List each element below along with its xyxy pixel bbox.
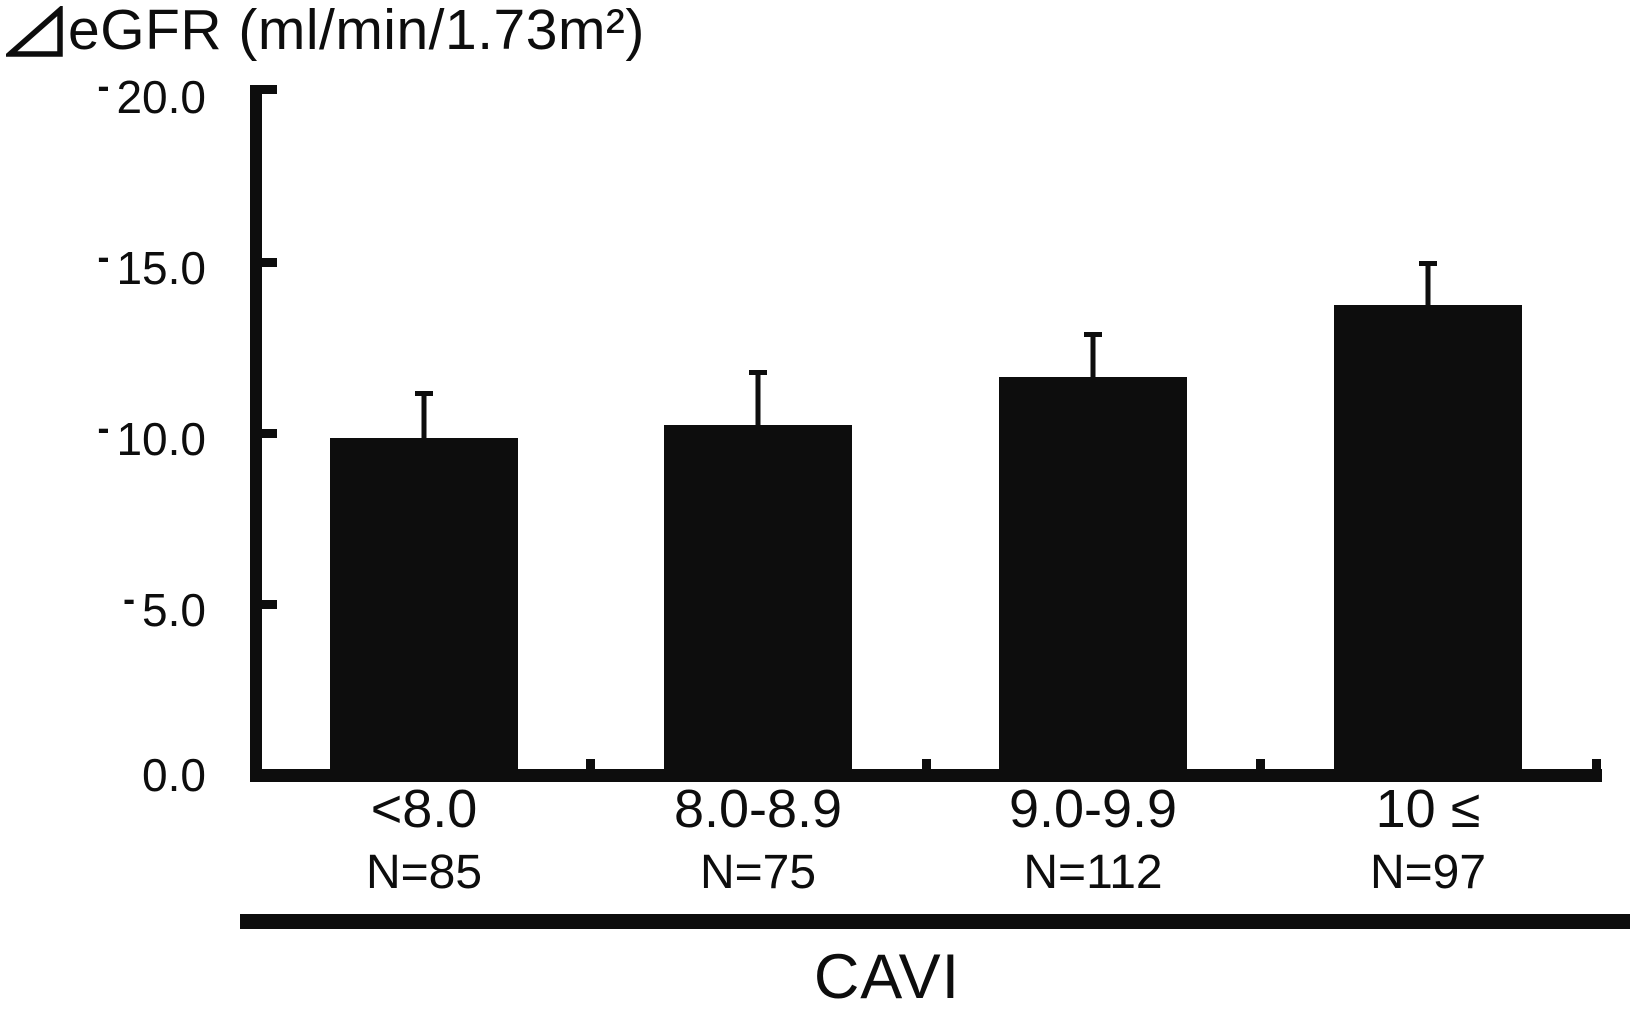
y-axis-tick — [261, 429, 277, 438]
chart-title: eGFR (ml/min/1.73m²) — [6, 2, 645, 59]
x-axis-tick — [1592, 759, 1601, 770]
bar — [1334, 305, 1522, 777]
y-axis-tick — [261, 600, 277, 609]
y-tick-value: 15.0 — [116, 242, 206, 295]
y-tick-label: -5.0 — [0, 579, 206, 637]
category-label: 10 ≤ — [1375, 779, 1481, 839]
bar-group: 10 ≤ N=97 — [1334, 0, 1522, 1024]
category-label: 9.0-9.9 — [1008, 779, 1178, 839]
y-tick-label: -15.0 — [0, 237, 206, 295]
bar — [664, 424, 852, 777]
error-bar — [1084, 332, 1102, 377]
y-tick-value: 5.0 — [142, 584, 206, 637]
y-axis-line — [250, 85, 262, 782]
y-axis-tick — [261, 85, 277, 94]
bar-group: <8.0 N=85 — [330, 0, 518, 1024]
error-bar-stem — [421, 390, 427, 439]
error-bar-stem — [755, 370, 761, 425]
x-axis-tick — [586, 759, 595, 770]
y-tick-value: 10.0 — [116, 413, 206, 466]
x-axis-tick — [922, 759, 931, 770]
y-axis-tick — [261, 258, 277, 267]
sample-size-label: N=112 — [1023, 846, 1163, 899]
error-bar-stem — [1090, 332, 1096, 377]
x-axis-group-rule — [240, 914, 1630, 929]
y-tick-label: 0.0 — [0, 752, 206, 798]
sample-size-label: N=97 — [1369, 846, 1487, 899]
y-tick-label: -20.0 — [0, 66, 206, 124]
sample-size-label: N=75 — [699, 846, 817, 899]
x-axis-title: CAVI — [813, 942, 961, 1012]
minus-sign: - — [123, 579, 136, 619]
category-label: <8.0 — [370, 779, 478, 839]
minus-sign: - — [97, 237, 110, 277]
x-axis-tick — [1256, 759, 1265, 770]
minus-sign: - — [97, 408, 110, 448]
minus-sign: - — [97, 66, 110, 106]
error-bar — [415, 390, 433, 439]
sample-size-label: N=85 — [365, 846, 483, 899]
bar-group: 9.0-9.9 N=112 — [999, 0, 1187, 1024]
bar — [330, 438, 518, 777]
category-label: 8.0-8.9 — [673, 779, 843, 839]
error-bar-stem — [1425, 260, 1431, 306]
x-axis-line — [250, 769, 1602, 782]
error-bar — [1419, 260, 1437, 306]
chart-title-text: eGFR (ml/min/1.73m²) — [68, 0, 645, 62]
y-tick-label: -10.0 — [0, 408, 206, 466]
bar — [999, 376, 1187, 777]
bar-group: 8.0-8.9 N=75 — [664, 0, 852, 1024]
y-tick-value: 20.0 — [116, 71, 206, 124]
y-tick-value: 0.0 — [142, 749, 206, 801]
error-bar — [749, 370, 767, 425]
delta-triangle-icon — [6, 6, 63, 57]
